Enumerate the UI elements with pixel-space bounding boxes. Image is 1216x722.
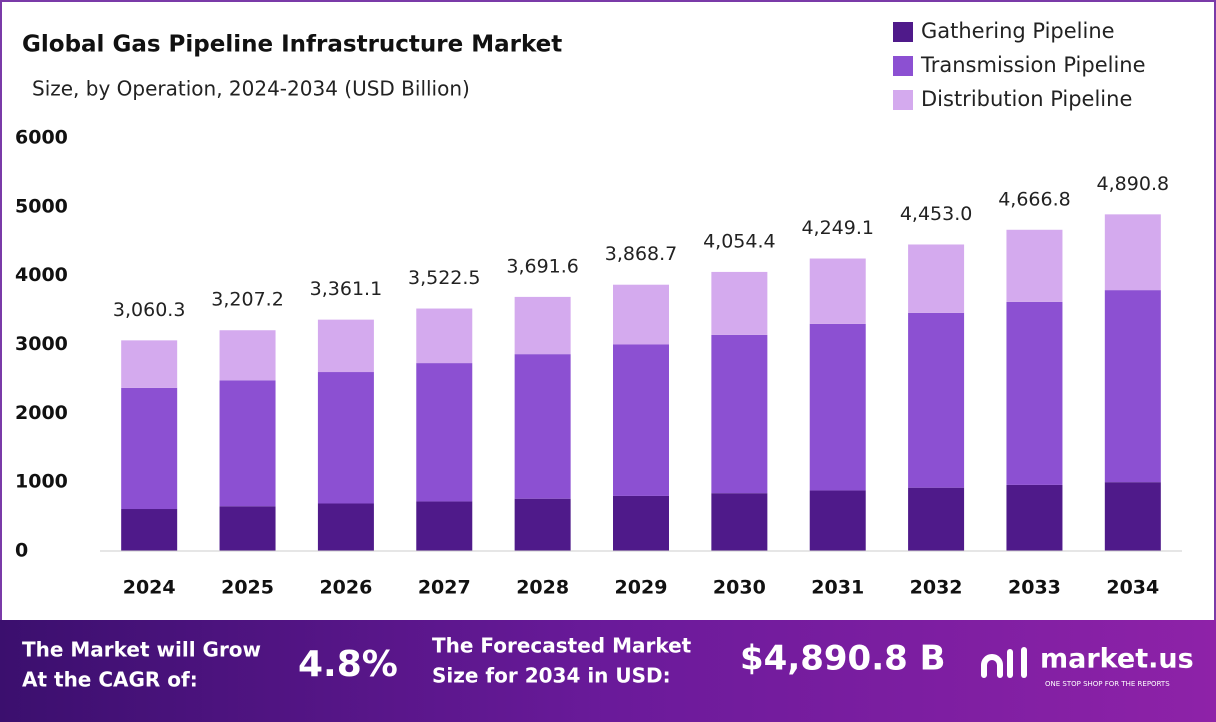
- y-tick-label: 0: [15, 540, 28, 562]
- footer-value: $4,890.8 B: [740, 639, 946, 679]
- chart-title: Global Gas Pipeline Infrastructure Marke…: [22, 32, 562, 58]
- chart-subtitle: Size, by Operation, 2024-2034 (USD Billi…: [32, 77, 470, 101]
- bar-segment: [711, 334, 768, 494]
- bar-segment: [908, 312, 965, 488]
- total-label: 3,207.2: [211, 289, 284, 311]
- total-label: 4,453.0: [900, 203, 973, 225]
- bar-segment: [711, 493, 768, 551]
- bar-segment: [514, 354, 571, 499]
- bar-segment: [317, 372, 374, 504]
- bar-segment: [416, 501, 473, 551]
- y-tick-label: 2000: [15, 402, 68, 424]
- bar-segment: [809, 258, 866, 324]
- x-tick-label: 2025: [221, 577, 274, 599]
- brand-logo: [981, 647, 1027, 678]
- y-tick-label: 4000: [15, 264, 68, 286]
- bar-segment: [908, 487, 965, 551]
- bar-segment: [1006, 229, 1063, 302]
- footer-text: Size for 2034 in USD:: [432, 664, 671, 688]
- x-tick-label: 2034: [1106, 577, 1159, 599]
- total-label: 3,060.3: [113, 299, 186, 321]
- total-label: 4,249.1: [801, 217, 874, 239]
- legend-swatch: [893, 56, 913, 76]
- total-label: 4,054.4: [703, 230, 776, 252]
- x-tick-label: 2026: [319, 577, 372, 599]
- total-label: 4,666.8: [998, 188, 1071, 210]
- bar-segment: [121, 509, 178, 551]
- bar-segment: [416, 308, 473, 364]
- y-tick-label: 1000: [15, 471, 68, 493]
- x-tick-label: 2024: [123, 577, 176, 599]
- bar-segment: [219, 380, 276, 507]
- bar-segment: [613, 495, 669, 551]
- bar-segment: [416, 363, 473, 502]
- bar-segment: [219, 330, 276, 381]
- bar-segment: [121, 387, 178, 510]
- total-label: 3,868.7: [605, 243, 678, 265]
- bar-segment: [219, 506, 276, 551]
- bar-segment: [514, 296, 571, 355]
- y-tick-label: 6000: [15, 127, 68, 149]
- bar-segment: [908, 244, 965, 313]
- bar-segment: [1104, 290, 1161, 483]
- brand-tagline: ONE STOP SHOP FOR THE REPORTS: [1045, 680, 1170, 688]
- total-label: 4,890.8: [1097, 173, 1170, 195]
- bar-segment: [317, 503, 374, 551]
- legend-label: Transmission Pipeline: [920, 53, 1146, 77]
- x-tick-label: 2027: [418, 577, 471, 599]
- bar-segment: [613, 344, 669, 496]
- bar-segment: [121, 340, 178, 388]
- x-tick-label: 2029: [615, 577, 668, 599]
- bar-segment: [809, 490, 866, 551]
- bar-segment: [1104, 482, 1161, 551]
- bar-segment: [514, 498, 571, 551]
- x-tick-label: 2028: [516, 577, 569, 599]
- bar-segment: [711, 271, 768, 335]
- legend-swatch: [893, 22, 913, 42]
- brand-name: market.us: [1040, 644, 1194, 675]
- legend-swatch: [893, 90, 913, 110]
- bar-segment: [1006, 484, 1063, 551]
- x-tick-label: 2031: [811, 577, 864, 599]
- y-tick-label: 5000: [15, 195, 68, 217]
- footer-banner: [0, 620, 1216, 722]
- bar-segment: [809, 323, 866, 491]
- total-label: 3,691.6: [506, 255, 579, 277]
- footer-text: At the CAGR of:: [22, 668, 198, 692]
- footer-value: 4.8%: [298, 644, 398, 685]
- bar-segment: [1104, 214, 1161, 291]
- bar-segment: [613, 284, 669, 345]
- legend-label: Distribution Pipeline: [921, 87, 1132, 111]
- x-tick-label: 2033: [1008, 577, 1061, 599]
- footer-text: The Forecasted Market: [432, 634, 692, 658]
- footer-text: The Market will Grow: [22, 638, 261, 662]
- y-tick-label: 3000: [15, 333, 68, 355]
- x-tick-label: 2032: [910, 577, 963, 599]
- total-label: 3,361.1: [310, 278, 383, 300]
- bar-segment: [317, 319, 374, 373]
- legend-label: Gathering Pipeline: [921, 19, 1115, 43]
- x-tick-label: 2030: [713, 577, 766, 599]
- bar-segment: [1006, 301, 1063, 485]
- total-label: 3,522.5: [408, 267, 481, 289]
